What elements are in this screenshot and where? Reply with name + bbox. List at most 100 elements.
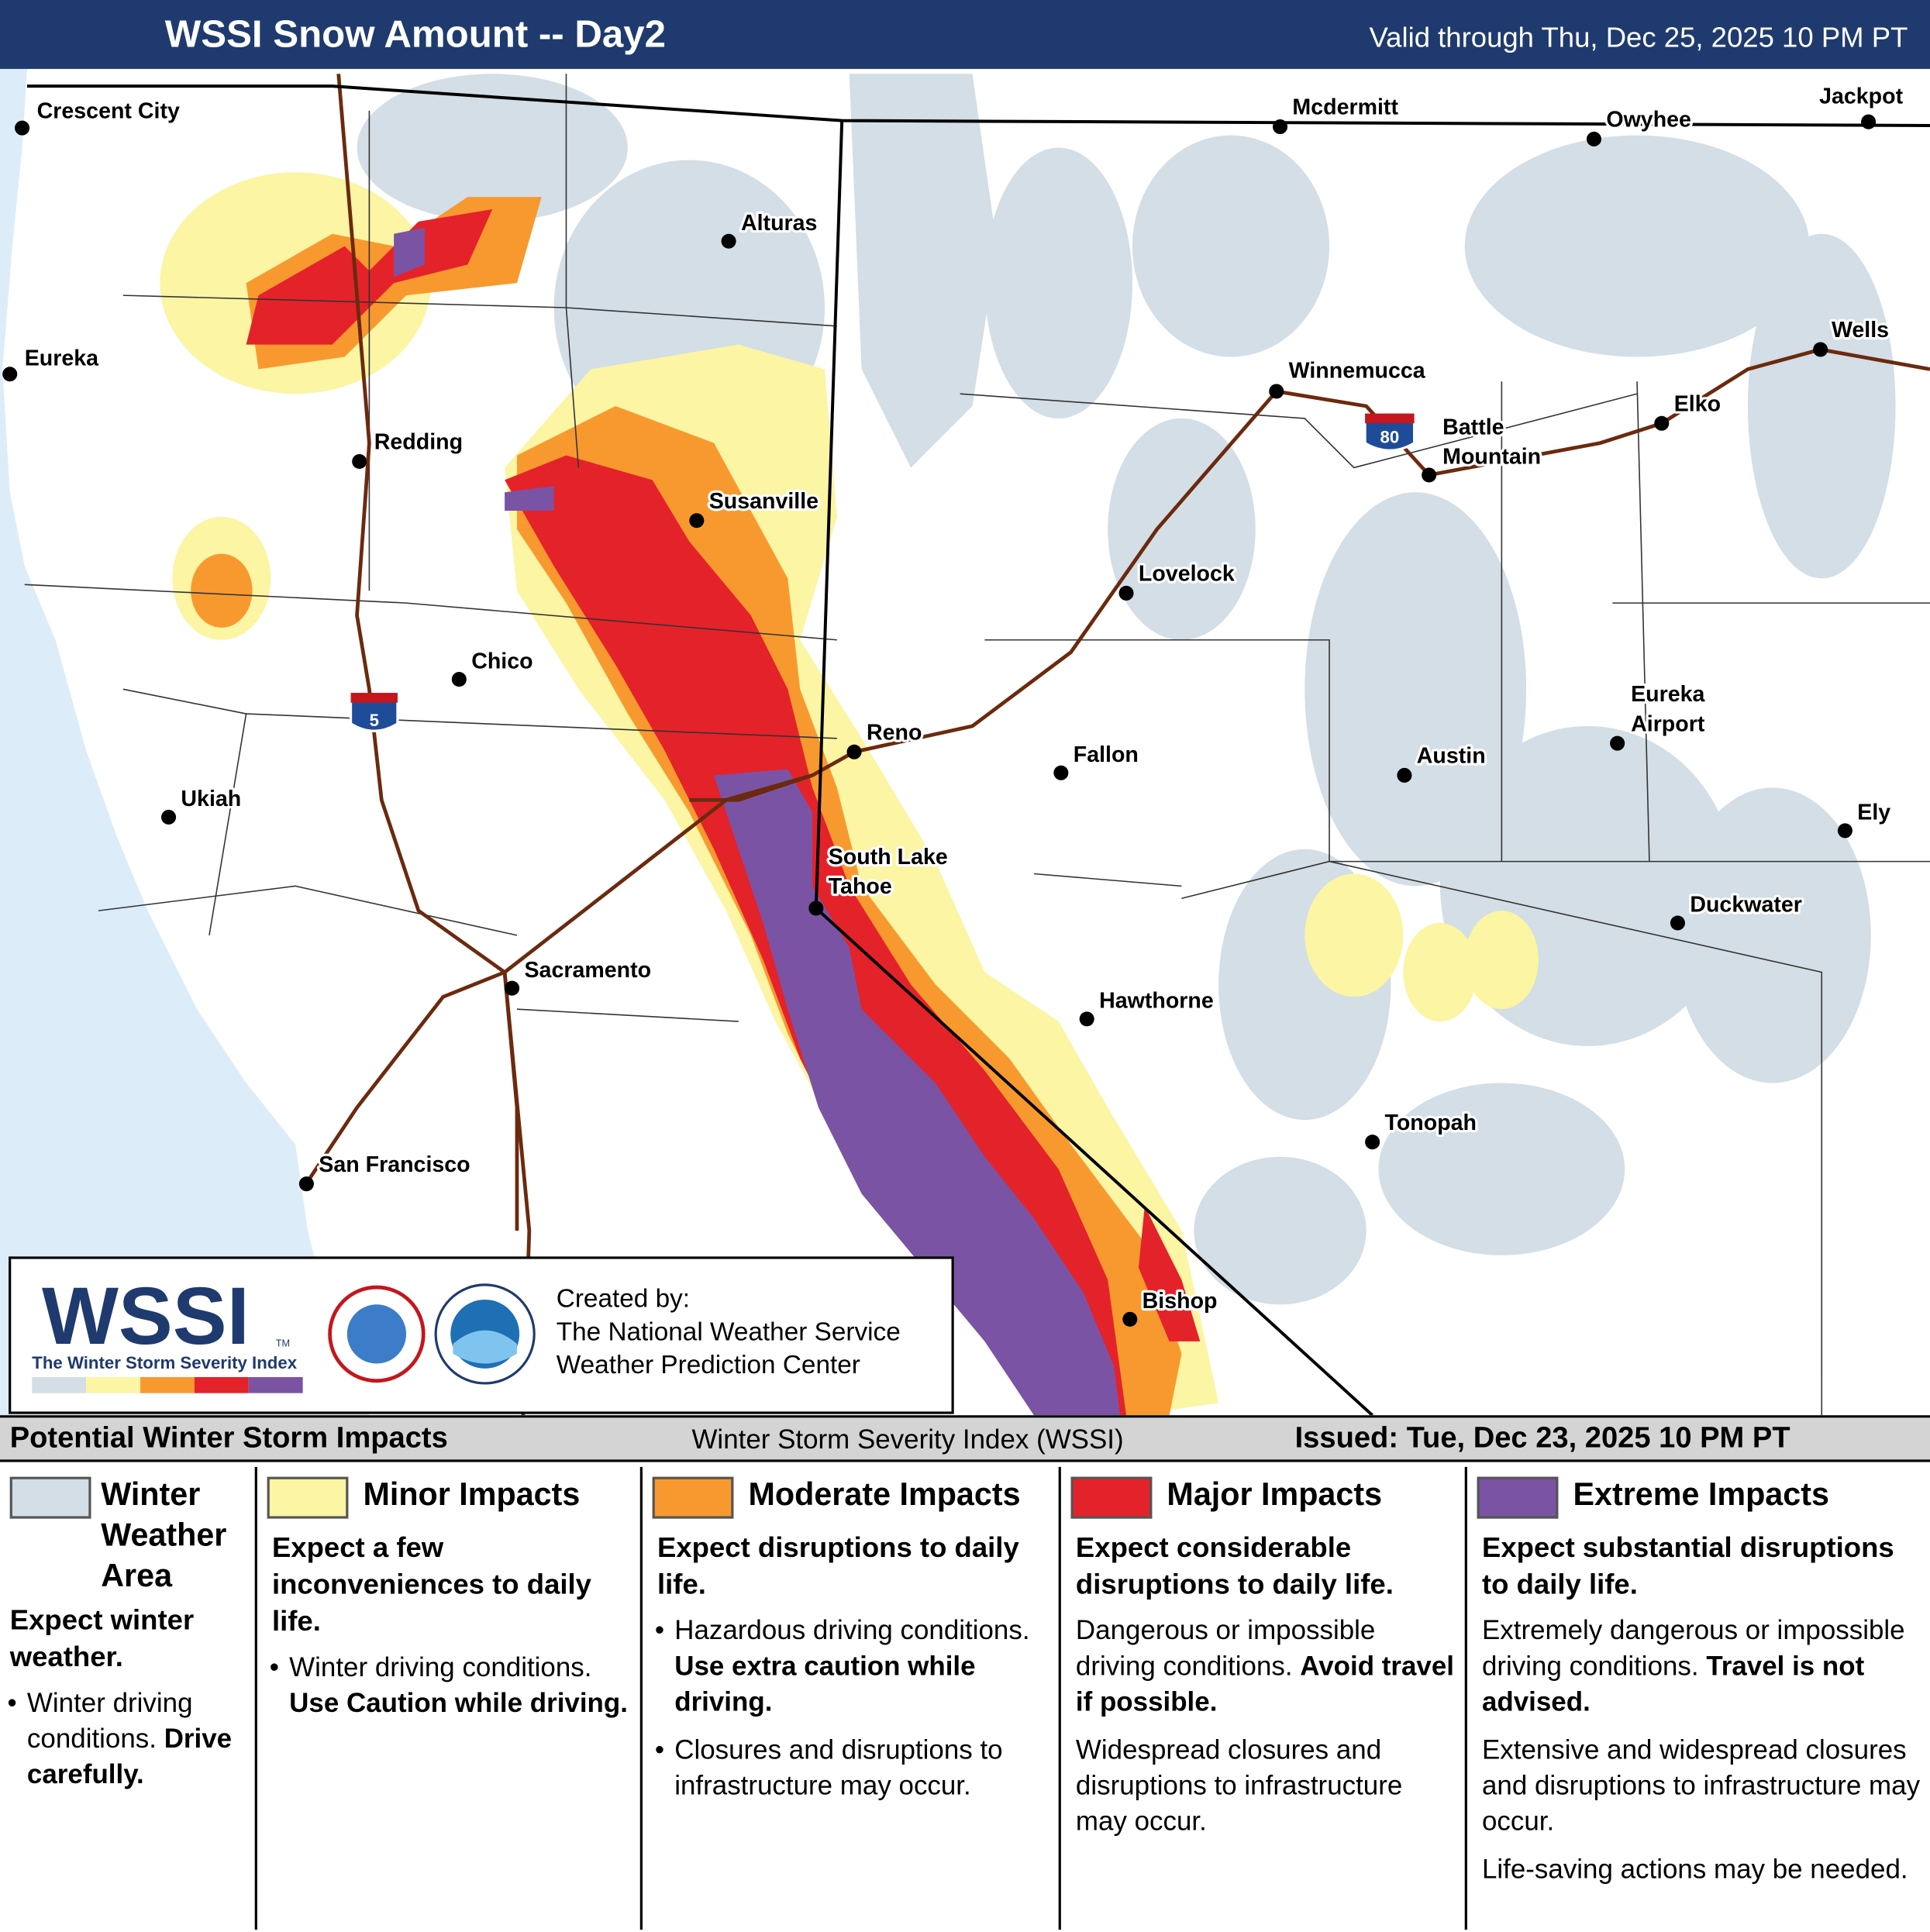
map-title: WSSI Snow Amount -- Day2 bbox=[165, 12, 666, 55]
city-label: Airport bbox=[1631, 711, 1705, 736]
city-dot bbox=[721, 233, 736, 249]
city-dot bbox=[161, 809, 177, 825]
legend-column: Winter Weather Area Expect winter weather… bbox=[0, 1467, 255, 1930]
city-label: Jackpot bbox=[1819, 84, 1903, 108]
city-dot bbox=[1365, 1135, 1380, 1150]
impact-text: Closures and disruptions to infrastructu… bbox=[655, 1731, 1053, 1803]
county-lines bbox=[24, 74, 1930, 1416]
map: 5 80 Crescent City Eureka Redding Alturas Su… bbox=[0, 0, 1930, 1416]
city-label: Austin bbox=[1417, 744, 1486, 769]
city-dot bbox=[1079, 1011, 1094, 1027]
impact-bold: Use Caution while driving. bbox=[289, 1687, 628, 1718]
city-dot bbox=[352, 453, 367, 470]
category-name: Major Impacts bbox=[1167, 1476, 1383, 1513]
city-dot bbox=[689, 513, 705, 529]
city-label: Ukiah bbox=[181, 787, 241, 811]
city-dot bbox=[1122, 1311, 1138, 1327]
swatch bbox=[1070, 1476, 1153, 1519]
impact-plain: Life-saving actions may be needed. bbox=[1481, 1853, 1908, 1885]
city-dot bbox=[1053, 765, 1069, 780]
category-lead: Expect considerable disruptions to daily… bbox=[1075, 1531, 1394, 1600]
impact-bold: Avoid travel if possible. bbox=[1075, 1650, 1455, 1717]
city-label: Bishop bbox=[1142, 1289, 1218, 1314]
ocean bbox=[0, 68, 370, 1416]
category-lead: Expect substantial disruptions to daily … bbox=[1481, 1531, 1894, 1600]
impact-plain: Extensive and widespread closures and di… bbox=[1481, 1734, 1921, 1837]
legend-header: Potential Winter Storm Impacts Winter St… bbox=[0, 1417, 1930, 1462]
shield-label: 80 bbox=[1380, 428, 1400, 447]
city-label: Susanville bbox=[709, 489, 819, 514]
swatch bbox=[1477, 1476, 1559, 1519]
category-lead: Expect winter weather. bbox=[9, 1603, 195, 1673]
category-name: Winter Weather Area bbox=[101, 1476, 227, 1594]
impact-plain: Winter driving conditions. bbox=[289, 1651, 592, 1682]
org-name: The National Weather Service bbox=[557, 1317, 901, 1346]
impact-bold: Use extra caution while driving. bbox=[674, 1650, 976, 1717]
impact-text: Widespread closures and disruptions to i… bbox=[1076, 1731, 1460, 1838]
city-dot bbox=[1654, 415, 1670, 431]
city-label: Sacramento bbox=[524, 958, 651, 983]
legend-column: Moderate Impacts Expect disruptions to da… bbox=[639, 1466, 1059, 1930]
city-label: Hawthorne bbox=[1099, 989, 1214, 1014]
city-label: Ely bbox=[1857, 801, 1890, 825]
cities: Crescent City Eureka Redding Alturas Susanvi… bbox=[2, 81, 1906, 1327]
impact-bold: Travel is not advised. bbox=[1481, 1650, 1865, 1717]
category-name: Minor Impacts bbox=[363, 1476, 581, 1513]
city-label: Redding bbox=[374, 430, 463, 455]
city-label: Tahoe bbox=[829, 874, 892, 899]
category-name: Moderate Impacts bbox=[748, 1476, 1021, 1513]
category-lead: Expect a few inconveniences to daily lif… bbox=[271, 1531, 591, 1638]
highway-shields: 5 80 bbox=[349, 413, 1416, 732]
wssi-subtitle: The Winter Storm Severity Index bbox=[32, 1353, 297, 1372]
city-label: South Lake bbox=[829, 845, 948, 870]
city-label: Lovelock bbox=[1139, 562, 1235, 587]
created-by: Created by: bbox=[557, 1284, 690, 1313]
city-label: Tonopah bbox=[1385, 1111, 1477, 1135]
impact-text: Life-saving actions may be needed. bbox=[1482, 1851, 1925, 1886]
city-dot bbox=[1118, 585, 1134, 601]
valid-time: Valid through Thu, Dec 25, 2025 10 PM PT bbox=[1370, 21, 1908, 53]
category-name: Extreme Impacts bbox=[1573, 1476, 1829, 1513]
city-dot bbox=[846, 744, 862, 759]
category-lead: Expect disruptions to daily life. bbox=[657, 1531, 1019, 1600]
logo-box: WSSI TM The Winter Storm Severity Index … bbox=[9, 1256, 954, 1414]
impact-plain: Hazardous driving conditions. bbox=[674, 1614, 1030, 1646]
city-dot bbox=[1397, 767, 1412, 783]
city-label: Battle bbox=[1442, 415, 1504, 440]
city-label: Duckwater bbox=[1690, 893, 1802, 918]
impact-plain: Widespread closures and disruptions to i… bbox=[1075, 1734, 1403, 1837]
city-label: Reno bbox=[867, 720, 922, 745]
city-dot bbox=[1837, 823, 1852, 839]
impact-bold: Drive carefully. bbox=[26, 1723, 233, 1789]
city-dot bbox=[1861, 114, 1877, 129]
city-label: Eureka bbox=[25, 346, 99, 371]
city-dot bbox=[1813, 342, 1828, 357]
swatch bbox=[9, 1476, 91, 1519]
city-dot bbox=[1670, 915, 1685, 931]
impact-text: Hazardous driving conditions. Use extra … bbox=[655, 1612, 1053, 1719]
city-label: Wells bbox=[1832, 318, 1889, 343]
city-label: Fallon bbox=[1074, 742, 1139, 767]
city-label: Crescent City bbox=[37, 98, 180, 123]
impact-plain: Extremely dangerous or impossible drivin… bbox=[1481, 1614, 1905, 1682]
city-dot bbox=[1586, 131, 1602, 146]
trademark: TM bbox=[276, 1338, 290, 1348]
city-dot bbox=[2, 367, 18, 382]
city-label: San Francisco bbox=[319, 1152, 470, 1177]
impact-text: Dangerous or impossible driving conditio… bbox=[1076, 1612, 1460, 1719]
extreme-impacts bbox=[394, 227, 1121, 1416]
wssi-logo: WSSI bbox=[42, 1271, 250, 1362]
city-label: Owyhee bbox=[1606, 108, 1691, 133]
legend: Potential Winter Storm Impacts Winter St… bbox=[0, 1415, 1930, 1932]
legend-title: Potential Winter Storm Impacts bbox=[9, 1421, 448, 1455]
city-label: Alturas bbox=[741, 211, 817, 236]
issued-time: Issued: Tue, Dec 23, 2025 10 PM PT bbox=[1294, 1421, 1790, 1455]
impact-plain: Dangerous or impossible driving conditio… bbox=[1075, 1614, 1376, 1682]
city-dot bbox=[808, 901, 824, 916]
city-dot bbox=[1269, 384, 1284, 399]
legend-column: Extreme Impacts Expect substantial disrup… bbox=[1464, 1466, 1930, 1930]
impact-text: Winter driving conditions. Drive careful… bbox=[8, 1685, 250, 1792]
city-dot bbox=[1422, 467, 1437, 483]
city-dot bbox=[451, 672, 467, 687]
